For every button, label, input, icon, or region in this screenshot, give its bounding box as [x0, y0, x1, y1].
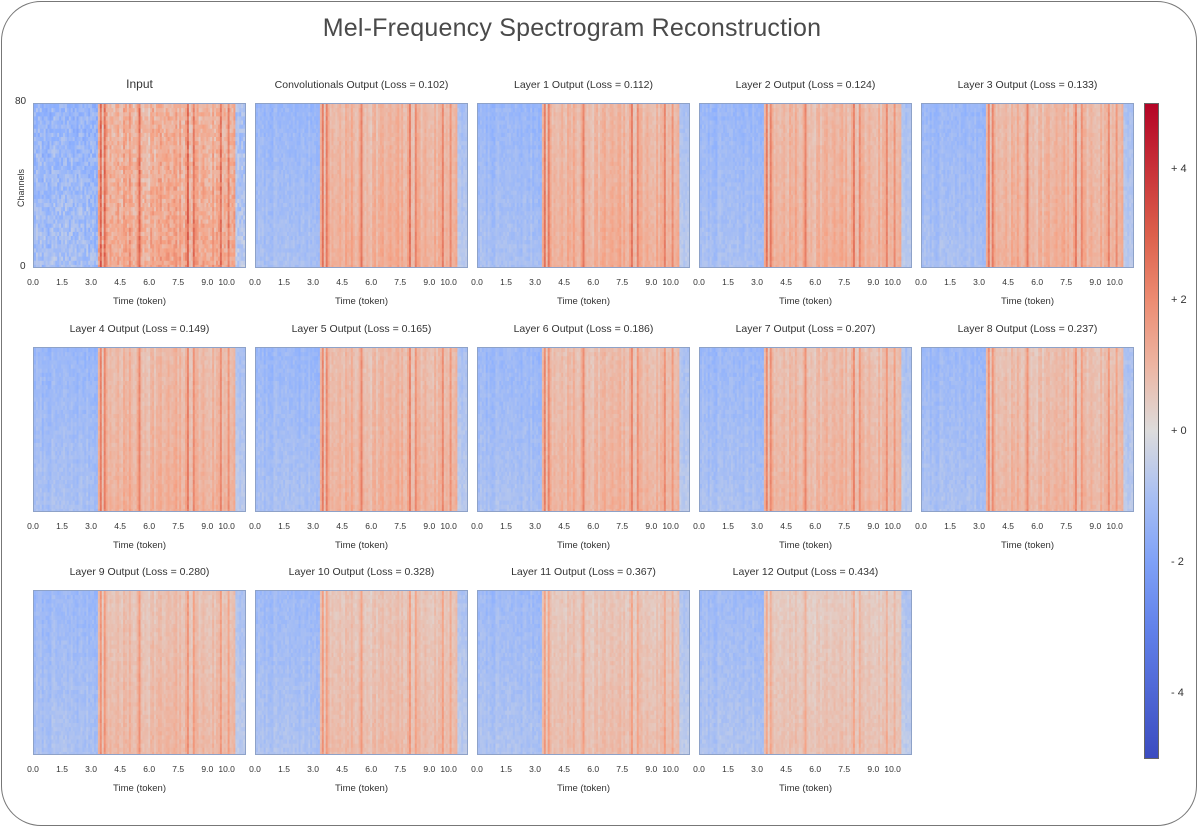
heatmap-cell: [243, 195, 245, 200]
heatmap-cell: [245, 211, 246, 216]
heatmap-cell: [245, 228, 246, 233]
heatmap-cell: [243, 215, 245, 220]
heatmap-cell: [245, 104, 246, 109]
heatmap-cell: [243, 182, 245, 187]
heatmap-cell: [245, 133, 246, 138]
heatmap-cell: [243, 154, 245, 159]
heatmap-cell: [245, 253, 246, 258]
heatmap-cell: [243, 166, 245, 171]
heatmap-cell: [245, 224, 246, 229]
heatmap-cell: [243, 244, 245, 249]
heatmap-cell: [243, 149, 245, 154]
heatmap-cell: [245, 112, 246, 117]
heatmap-cell: [245, 199, 246, 204]
heatmap-cell: [245, 145, 246, 150]
heatmap-svg: [256, 104, 468, 268]
heatmap-cell: [245, 137, 246, 142]
heatmap-cell: [243, 158, 245, 163]
heatmap-cell: [243, 178, 245, 183]
heatmap: [33, 103, 246, 268]
heatmap-cell: [243, 141, 245, 146]
heatmap-cell: [243, 129, 245, 134]
heatmap-cell: [245, 158, 246, 163]
heatmap-cell: [243, 203, 245, 208]
heatmap-cell: [245, 187, 246, 192]
heatmap-cell: [243, 112, 245, 117]
heatmap-cell: [245, 154, 246, 159]
heatmap-cell: [243, 162, 245, 167]
heatmap-cell: [245, 195, 246, 200]
heatmap-cell: [245, 220, 246, 225]
heatmap-cell: [243, 191, 245, 196]
heatmap-cell: [245, 236, 246, 241]
heatmap-cell: [245, 108, 246, 113]
heatmap-cell: [245, 248, 246, 253]
heatmap-cell: [243, 232, 245, 237]
heatmap-cell: [245, 182, 246, 187]
figure-title: Mel-Frequency Spectrogram Reconstruction: [0, 14, 1144, 43]
y-axis-label: Channels: [16, 169, 26, 207]
heatmap-cell: [245, 257, 246, 262]
heatmap-cell: [245, 244, 246, 249]
heatmap-cell: [243, 257, 245, 262]
heatmap-cell: [243, 170, 245, 175]
heatmap-cell: [245, 125, 246, 130]
heatmap-cell: [243, 224, 245, 229]
y-tick-label: 80: [15, 96, 26, 107]
heatmap-cell: [245, 261, 246, 266]
heatmap-cell: [243, 253, 245, 258]
heatmap-cell: [243, 133, 245, 138]
heatmap-cell: [245, 129, 246, 134]
heatmap-cell: [243, 248, 245, 253]
heatmap-cell: [243, 228, 245, 233]
heatmap-cell: [243, 220, 245, 225]
heatmap-cell: [243, 174, 245, 179]
x-tick-label: 9.0: [201, 277, 213, 287]
heatmap-cell: [243, 236, 245, 241]
heatmap-cell: [245, 121, 246, 126]
heatmap-cell: [243, 125, 245, 130]
x-tick-label: 1.5: [56, 277, 68, 287]
heatmap-cell: [245, 149, 246, 154]
heatmap-cell: [243, 211, 245, 216]
spectrogram-panel: Input 0.0 1.5 3.0 4.5 6.0 7.5 9.0 10.0 Time (toke…: [33, 103, 246, 268]
heatmap-cell: [243, 137, 245, 142]
x-tick-label: 0.0: [27, 277, 39, 287]
heatmap-cell: [243, 104, 245, 109]
heatmap-cell: [245, 166, 246, 171]
heatmap-cell: [245, 174, 246, 179]
heatmap-cell: [243, 265, 245, 268]
heatmap-cell: [245, 215, 246, 220]
x-tick-label: 7.5: [172, 277, 184, 287]
heatmap-cell: [243, 207, 245, 212]
x-tick-label: 4.5: [114, 277, 126, 287]
heatmap-cell: [245, 265, 246, 268]
heatmap-cell: [245, 178, 246, 183]
heatmap-cell: [245, 232, 246, 237]
heatmap-cell: [245, 141, 246, 146]
heatmap-cell: [243, 199, 245, 204]
heatmap-cell: [243, 116, 245, 121]
x-tick-label: 3.0: [85, 277, 97, 287]
x-tick-label: 6.0: [143, 277, 155, 287]
heatmap-cell: [243, 121, 245, 126]
heatmap-cell: [245, 191, 246, 196]
heatmap-cell: [245, 207, 246, 212]
heatmap-cell: [243, 240, 245, 245]
heatmap-cell: [243, 187, 245, 192]
heatmap-cell: [245, 162, 246, 167]
spectrogram-panel: Convolutionals Output (Loss = 0.102) 0.0 1…: [255, 103, 468, 268]
heatmap-cell: [243, 261, 245, 266]
x-axis-label: Time (token): [33, 296, 246, 307]
heatmap-cell: [245, 170, 246, 175]
heatmap-cell: [245, 203, 246, 208]
heatmap-cell: [243, 145, 245, 150]
x-tick-label: 10.0: [218, 277, 235, 287]
heatmap-svg: [34, 104, 246, 268]
heatmap-cell: [245, 116, 246, 121]
y-tick-label: 0: [20, 261, 26, 272]
heatmap-cell: [245, 240, 246, 245]
heatmap-cell: [243, 108, 245, 113]
heatmap: [255, 103, 468, 268]
